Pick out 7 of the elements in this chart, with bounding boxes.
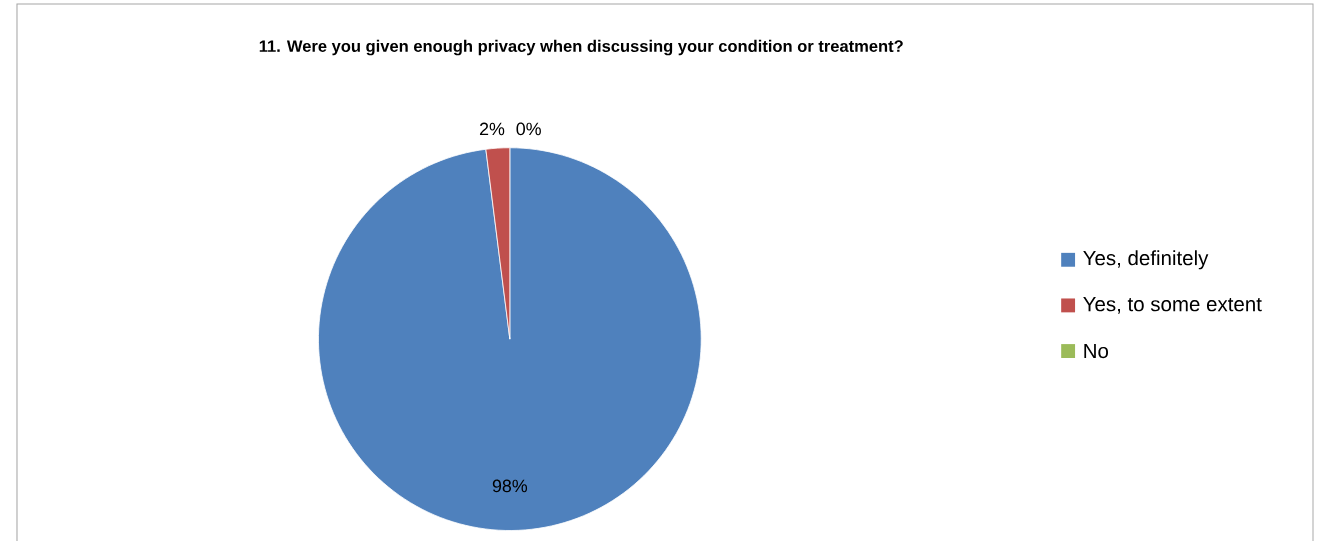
data-label: 2% [479,122,505,135]
legend-label: Yes, definitely [1083,250,1209,270]
legend-label: Yes, to some extent [1083,296,1262,314]
chart-title: 11. Were you given enough privacy when discussing your condition or treatment? [259,39,903,56]
data-label: 98% [492,479,528,492]
text: 0% [516,122,541,136]
legend-label: No [1084,343,1109,358]
